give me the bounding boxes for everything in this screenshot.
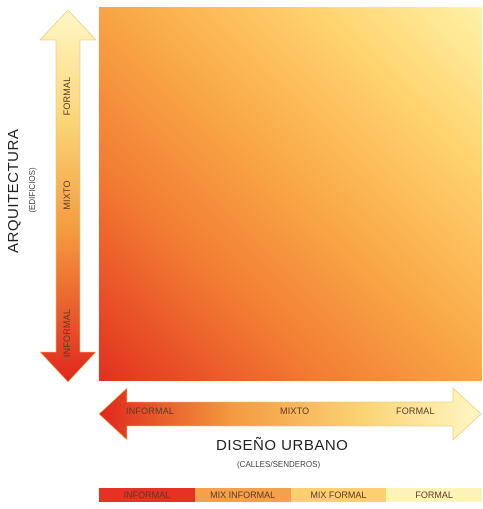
legend-item-informal: INFORMAL	[99, 488, 195, 502]
horizontal-axis-subtitle: (CALLES/SENDEROS)	[237, 460, 321, 469]
horizontal-level-left: INFORMAL	[126, 406, 175, 416]
horizontal-arrow	[98, 387, 482, 441]
legend-item-formal: FORMAL	[386, 488, 482, 502]
vertical-axis-title: ARQUITECTURA	[5, 128, 22, 253]
vertical-level-top: FORMAL	[62, 76, 72, 116]
horizontal-level-right: FORMAL	[396, 406, 435, 416]
gradient-matrix	[99, 7, 482, 381]
legend-item-mix-informal: MIX INFORMAL	[194, 488, 291, 502]
vertical-axis-subtitle: (EDIFICIOS)	[28, 167, 37, 213]
vertical-arrow	[39, 9, 97, 383]
legend-bar: INFORMAL MIX INFORMAL MIX FORMAL FORMAL	[99, 488, 482, 502]
vertical-level-middle: MIXTO	[62, 180, 72, 210]
vertical-level-bottom: INFORMAL	[62, 308, 72, 358]
horizontal-axis-title: DISEÑO URBANO	[216, 437, 349, 454]
legend-item-mix-formal: MIX FORMAL	[290, 488, 387, 502]
horizontal-level-middle: MIXTO	[280, 406, 310, 416]
